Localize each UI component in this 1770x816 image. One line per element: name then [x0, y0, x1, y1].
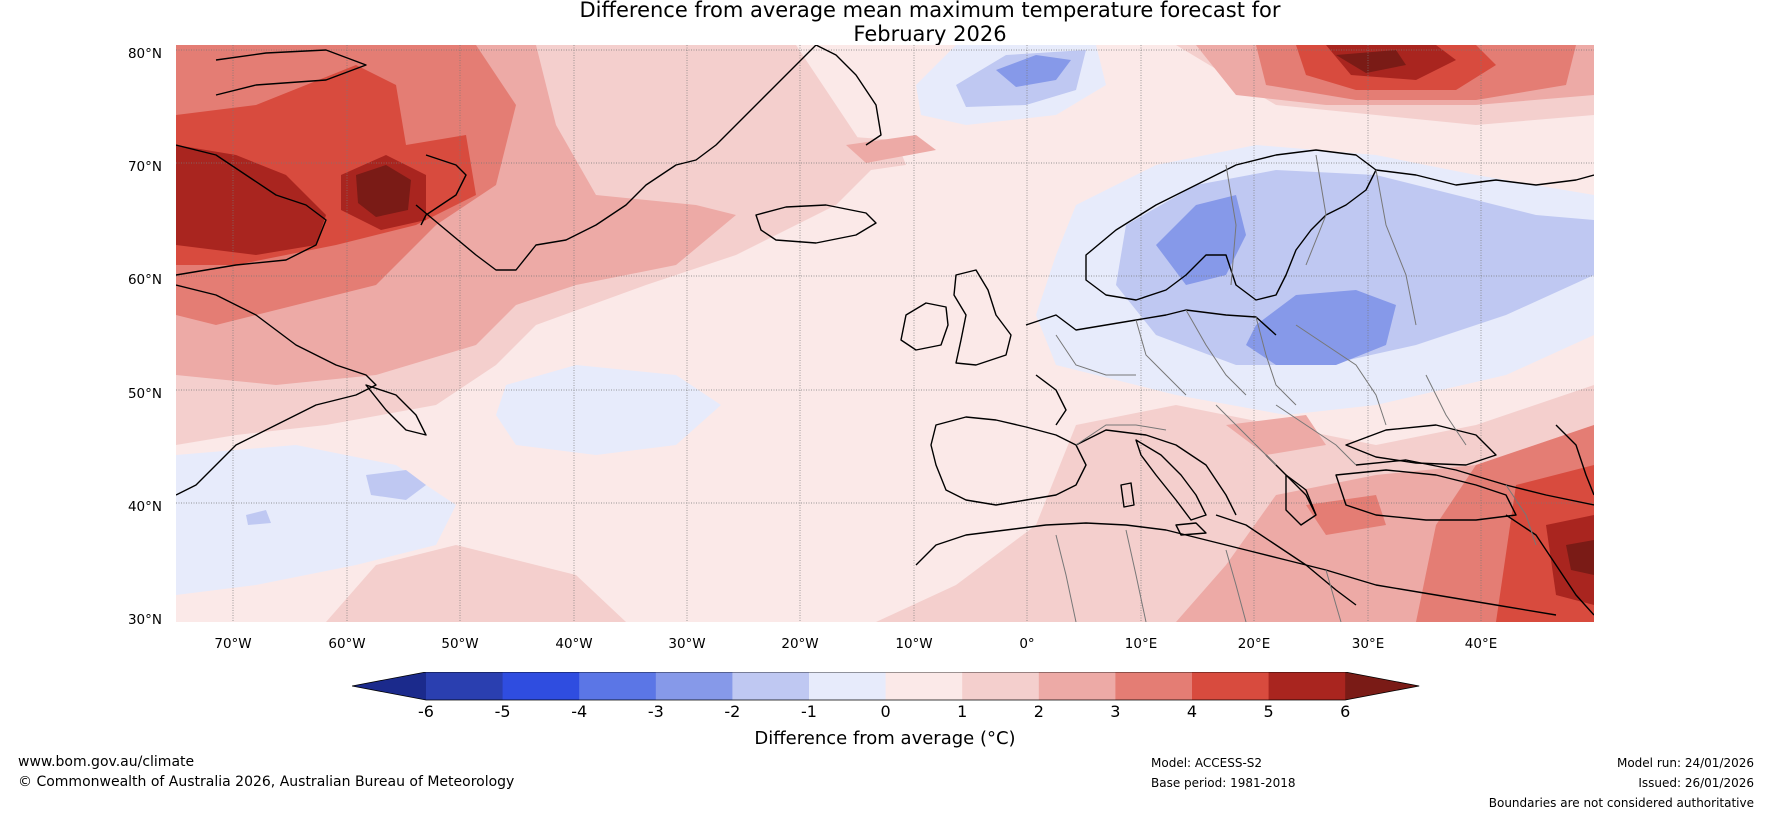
map-title-line1: Difference from average mean maximum tem…	[579, 0, 1281, 22]
base-period: Base period: 1981-2018	[1151, 776, 1296, 790]
map-canvas	[176, 45, 1594, 622]
map-title: Difference from average mean maximum tem…	[0, 0, 1770, 46]
anomaly-zone-minus3-minus2	[996, 55, 1396, 365]
lon-label-20e: 20°E	[1237, 636, 1271, 652]
colorbar-segment-p2_3	[1038, 672, 1116, 700]
lon-label-10e: 10°E	[1124, 636, 1158, 652]
colorbar-tick-label: -3	[647, 702, 664, 721]
colorbar-segment-m1_0	[809, 672, 887, 700]
lat-label-30n: 30°N	[127, 612, 162, 628]
lat-label-40n: 40°N	[127, 499, 162, 515]
lon-label-10w: 10°W	[895, 636, 933, 652]
anomaly-zone-above-6	[356, 50, 1594, 575]
lon-label-60w: 60°W	[328, 636, 366, 652]
lon-label-70w: 70°W	[214, 636, 252, 652]
colorbar-tick-label: -5	[494, 702, 511, 721]
website-link[interactable]: www.bom.gov.au/climate	[18, 754, 195, 770]
colorbar-tick-label: -2	[724, 702, 741, 721]
colorbar-segment-m5_m4	[502, 672, 580, 700]
colorbar-tick-label: 5	[1263, 702, 1274, 721]
colorbar-tick-label: 6	[1340, 702, 1351, 721]
model-run-date: Model run: 24/01/2026	[1616, 756, 1754, 770]
lat-label-60n: 60°N	[127, 272, 162, 288]
colorbar-label: Difference from average (°C)	[754, 728, 1016, 749]
colorbar-tick-label: 0	[880, 702, 891, 721]
colorbar-segment-m2_m1	[732, 672, 810, 700]
copyright-text: © Commonwealth of Australia 2026, Austra…	[18, 774, 515, 790]
colorbar-extend-high	[1345, 672, 1420, 700]
colorbar-segment-p3_4	[1115, 672, 1193, 700]
colorbar-tick-label: -6	[418, 702, 434, 721]
map-title-line2: February 2026	[853, 22, 1007, 46]
colorbar-segment-p5_6	[1268, 672, 1346, 700]
temperature-anomaly-map	[176, 45, 1594, 622]
lon-label-40e: 40°E	[1464, 636, 1498, 652]
model-name: Model: ACCESS-S2	[1151, 756, 1263, 770]
colorbar-tick-label: 2	[1033, 702, 1044, 721]
colorbar	[352, 672, 1420, 701]
graticule	[176, 45, 1594, 622]
colorbar-tick-label: 3	[1110, 702, 1121, 721]
colorbar-tick-label: -1	[801, 702, 817, 721]
lon-label-30w: 30°W	[668, 636, 706, 652]
lat-label-70n: 70°N	[127, 159, 162, 175]
boundaries-disclaimer: Boundaries are not considered authoritat…	[1488, 796, 1754, 810]
issued-date: Issued: 26/01/2026	[1638, 776, 1754, 790]
lat-label-80n: 80°N	[127, 46, 162, 62]
colorbar-segment-m4_m3	[579, 672, 657, 700]
colorbar-extend-low	[352, 672, 426, 700]
country-borders	[1055, 154, 1537, 622]
lon-label-30e: 30°E	[1351, 636, 1385, 652]
colorbar-segment-m6_m5	[426, 672, 504, 700]
colorbar-segment-m3_m2	[655, 672, 733, 700]
colorbar-segment-p1_2	[962, 672, 1040, 700]
colorbar-tick-label: 1	[957, 702, 968, 721]
lon-label-40w: 40°W	[555, 636, 593, 652]
colorbar-segment-p4_5	[1192, 672, 1270, 700]
coastlines	[176, 45, 1594, 616]
colorbar-tick-label: -4	[571, 702, 588, 721]
colorbar-outline	[352, 672, 1420, 701]
lon-label-50w: 50°W	[441, 636, 479, 652]
lon-label-0: 0°	[1019, 636, 1035, 652]
colorbar-tick-label: 4	[1186, 702, 1198, 721]
colorbar-segment-p0_1	[885, 672, 963, 700]
lon-label-20w: 20°W	[781, 636, 819, 652]
lat-label-50n: 50°N	[127, 386, 162, 402]
